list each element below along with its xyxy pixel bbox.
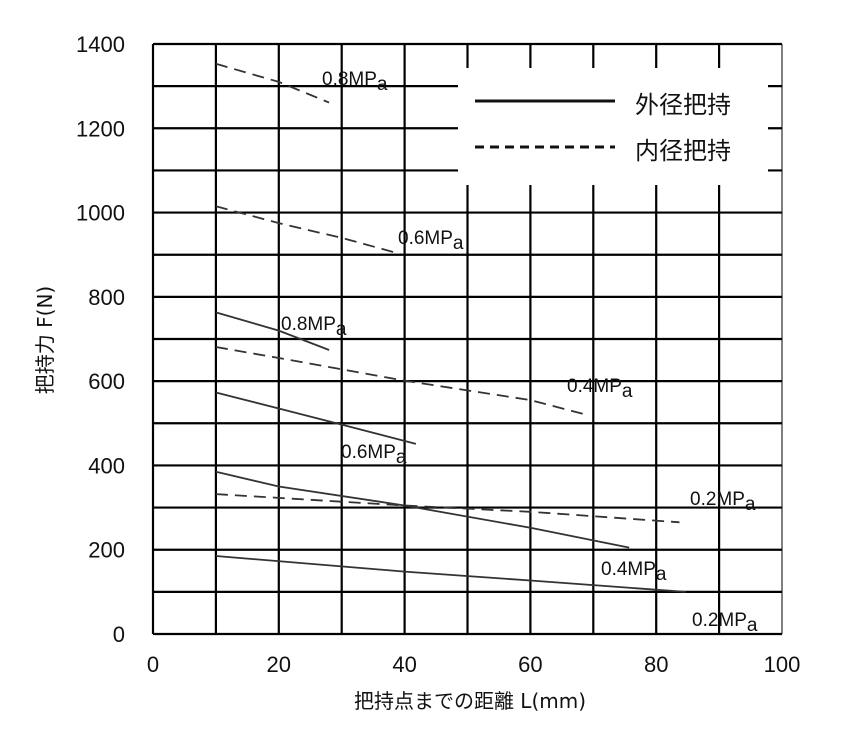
legend-box xyxy=(458,68,768,185)
series-annotation: 0.8MPa xyxy=(322,69,388,95)
y-tick-label: 0 xyxy=(113,622,125,647)
series-line-solid-0.8MPa xyxy=(215,311,330,351)
y-axis-label: 把持力 F(N) xyxy=(33,286,57,394)
y-tick-label: 800 xyxy=(88,285,125,310)
annotations: 0.8MPa 0.6MPa 0.4MPa 0.2MPa 0.8MPa 0.6MPa 0.4M… xyxy=(281,69,758,636)
y-tick-label: 1200 xyxy=(76,116,125,141)
y-tick-label: 200 xyxy=(88,538,125,563)
tick-labels: 0 200 400 600 800 1000 1200 1400 0 20 40 60 80 100 xyxy=(76,32,800,677)
series-annotation: 0.8MPa xyxy=(281,314,347,340)
legend: 外径把持 内径把持 xyxy=(458,68,768,185)
series-line-dashed-0.6MPa xyxy=(215,205,401,255)
series-line-solid-0.6MPa xyxy=(215,391,417,445)
series-line-solid-0.2MPa xyxy=(215,555,686,593)
x-axis-label: 把持点までの距離 L(mm) xyxy=(354,689,586,713)
series-line-solid-0.4MPa xyxy=(215,470,630,549)
series-line-dashed-0.8MPa xyxy=(215,62,330,104)
legend-label-outer: 外径把持 xyxy=(635,91,731,119)
y-tick-label: 1000 xyxy=(76,201,125,226)
series-annotation: 0.4MPa xyxy=(601,559,667,585)
x-tick-label: 60 xyxy=(518,652,542,677)
x-tick-label: 80 xyxy=(644,652,668,677)
series-annotation: 0.4MPa xyxy=(567,376,633,402)
y-tick-label: 400 xyxy=(88,453,125,478)
legend-label-inner: 内径把持 xyxy=(635,137,731,165)
series-lines xyxy=(215,62,686,593)
series-annotation: 0.2MPa xyxy=(690,489,756,515)
x-tick-label: 0 xyxy=(147,652,159,677)
series-line-dashed-0.2MPa xyxy=(215,493,680,524)
series-line-dashed-0.4MPa xyxy=(215,346,588,416)
x-tick-label: 100 xyxy=(764,652,801,677)
y-tick-label: 600 xyxy=(88,369,125,394)
x-tick-label: 20 xyxy=(267,652,291,677)
series-annotation: 0.6MPa xyxy=(341,442,407,468)
y-tick-label: 1400 xyxy=(76,32,125,57)
series-annotation: 0.2MPa xyxy=(692,610,758,636)
series-annotation: 0.6MPa xyxy=(398,228,464,254)
x-tick-label: 40 xyxy=(392,652,416,677)
